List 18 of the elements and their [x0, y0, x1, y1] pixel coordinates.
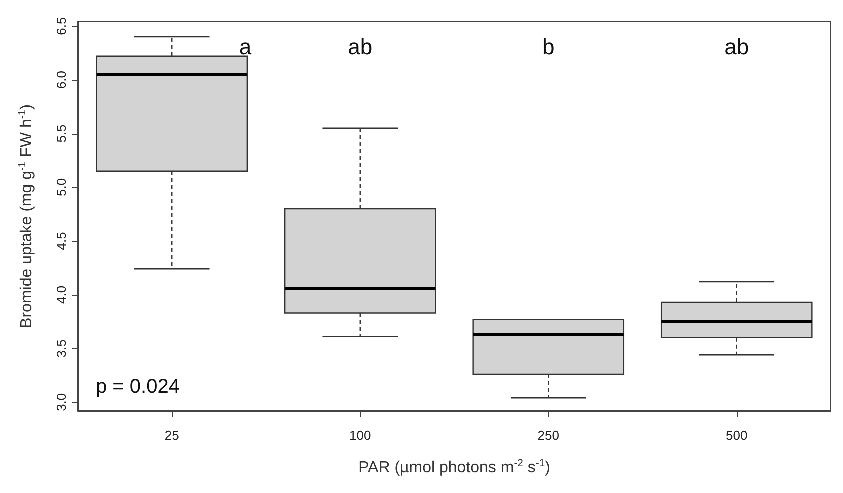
- y-tick-label: 3.0: [54, 393, 69, 412]
- annotation: ab: [724, 34, 750, 60]
- x-tick-label: 100: [350, 428, 372, 443]
- annotation: a: [239, 34, 252, 60]
- x-tick-label: 25: [164, 428, 180, 443]
- y-tick-label: 4.0: [54, 286, 69, 304]
- y-tick-label: 5.5: [54, 124, 69, 143]
- annotation: b: [542, 34, 555, 60]
- y-tick-label: 3.5: [54, 340, 69, 358]
- y-tick-label: 4.5: [54, 232, 69, 250]
- annotation: ab: [348, 34, 373, 60]
- y-axis-title: Bromide uptake (mg g-1 FW h-1): [18, 104, 36, 328]
- y-tick-label: 5.0: [54, 178, 69, 197]
- x-tick-label: 250: [538, 428, 560, 443]
- annotation: p = 0.024: [96, 376, 180, 398]
- y-tick-label: 6.5: [54, 17, 69, 36]
- y-tick-label: 6.0: [54, 70, 69, 90]
- x-tick-label: 500: [726, 428, 748, 443]
